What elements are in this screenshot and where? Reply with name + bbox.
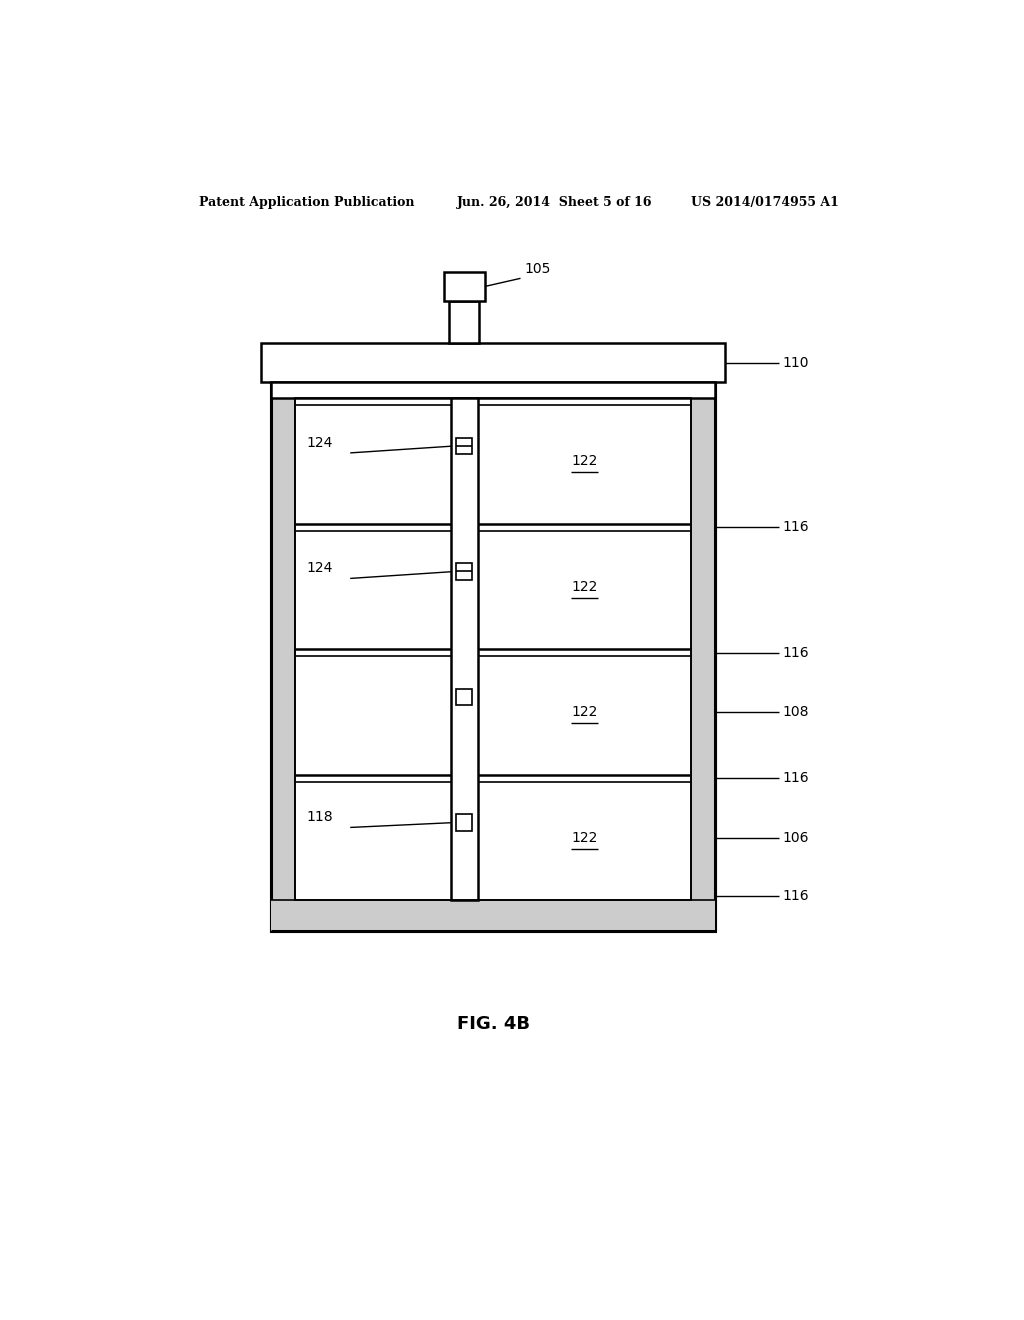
Bar (457, 564, 472, 579)
Text: 122: 122 (571, 830, 598, 845)
Text: 118: 118 (306, 810, 333, 825)
Text: 105: 105 (524, 263, 551, 276)
Bar (270, 900, 715, 931)
Bar (270, 381, 715, 399)
Text: 110: 110 (782, 355, 809, 370)
Bar (295, 399, 691, 900)
Bar (443, 272, 484, 301)
Bar (450, 301, 479, 343)
Text: US 2014/0174955 A1: US 2014/0174955 A1 (691, 195, 840, 209)
Text: 116: 116 (782, 771, 809, 785)
Text: 124: 124 (306, 436, 333, 450)
Bar (457, 814, 472, 830)
Text: 116: 116 (782, 520, 809, 535)
Bar (457, 438, 472, 454)
Bar (270, 381, 715, 931)
Text: 108: 108 (782, 705, 809, 719)
Text: 122: 122 (571, 579, 598, 594)
Bar (457, 689, 472, 705)
Bar (270, 381, 295, 931)
Text: 116: 116 (782, 890, 809, 903)
Text: 122: 122 (571, 705, 598, 719)
Text: Patent Application Publication: Patent Application Publication (200, 195, 415, 209)
Text: Jun. 26, 2014  Sheet 5 of 16: Jun. 26, 2014 Sheet 5 of 16 (458, 195, 653, 209)
Bar (451, 399, 477, 900)
Text: 106: 106 (782, 830, 809, 845)
Bar (691, 381, 715, 931)
Text: 116: 116 (782, 645, 809, 660)
Text: FIG. 4B: FIG. 4B (457, 1015, 529, 1034)
Text: 122: 122 (571, 454, 598, 469)
Bar (261, 343, 725, 381)
Text: 124: 124 (306, 561, 333, 576)
